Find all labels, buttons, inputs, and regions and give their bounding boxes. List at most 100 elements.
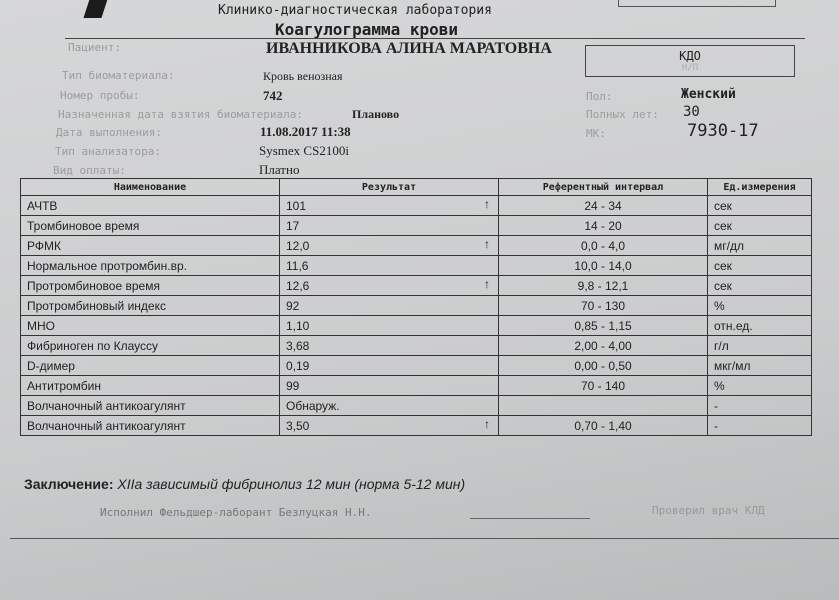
unit: мкг/мл — [707, 355, 812, 376]
test-result: 3,68 — [279, 335, 499, 356]
mk-value: 7930-17 — [687, 121, 759, 141]
test-result: 12,6 ↑ — [279, 275, 499, 296]
test-name: Протромбиновый индекс — [20, 295, 280, 316]
done-label: Дата выполнения: — [56, 126, 162, 139]
up-arrow-icon: ↑ — [484, 277, 490, 291]
col-result: Результат — [279, 178, 499, 196]
table-row: Волчаночный антикоагулянт 3,50 ↑ 0,70 - 1… — [20, 415, 812, 436]
test-result: 101 ↑ — [279, 195, 499, 216]
reference-range: 10,0 - 14,0 — [498, 255, 708, 276]
logo-mark — [83, 0, 111, 18]
sample-label: Номер пробы: — [60, 89, 140, 102]
unit: % — [707, 295, 812, 316]
test-name: РФМК — [20, 235, 280, 256]
unit: - — [707, 415, 812, 436]
reference-range: 0,85 - 1,15 — [498, 315, 708, 336]
age-value: 30 — [683, 104, 700, 120]
unit: мг/дл — [707, 235, 812, 256]
unit: сек — [707, 255, 812, 276]
test-result: 11,6 — [279, 255, 499, 276]
unit: % — [707, 375, 812, 396]
table-row: Протромбиновое время 12,6 ↑ 9,8 - 12,1 се… — [20, 275, 812, 296]
unit: - — [707, 395, 812, 416]
analyzer-value: Sysmex CS2100i — [259, 143, 349, 158]
kdo-title: КДО — [679, 49, 701, 63]
test-name: Волчаночный антикоагулянт — [20, 415, 280, 436]
col-name: Наименование — [20, 178, 280, 196]
test-name: Фибриноген по Клауссу — [20, 335, 280, 356]
checked-by: Проверил врач КЛД — [652, 504, 765, 517]
test-result: 1,10 — [279, 315, 499, 336]
table-row: АЧТВ 101 ↑ 24 - 34 сек — [20, 195, 812, 216]
kdo-sub: Н/П — [681, 63, 699, 73]
table-row: Протромбиновый индекс 92 70 - 130 % — [20, 295, 812, 316]
test-name: Протромбиновое время — [20, 275, 280, 296]
reference-range: 70 - 140 — [498, 375, 708, 396]
conclusion: Заключение: XIIa зависимый фибринолиз 12… — [24, 476, 465, 492]
test-result: 99 — [279, 375, 499, 396]
patient-name: ИВАННИКОВА АЛИНА МАРАТОВНА — [266, 40, 552, 57]
test-name: Волчаночный антикоагулянт — [20, 395, 280, 416]
table-row: Тромбиновое время 17 14 - 20 сек — [20, 215, 812, 236]
test-result: 12,0 ↑ — [279, 235, 499, 256]
unit: сек — [707, 215, 812, 236]
result-value: 3,50 — [286, 418, 310, 433]
col-unit: Ед.измерения — [707, 178, 812, 196]
conclusion-text: XIIa зависимый фибринолиз 12 мин (норма … — [117, 476, 466, 492]
table-row: МНО 1,10 0,85 - 1,15 отн.ед. — [20, 315, 812, 336]
signature-line — [470, 518, 590, 519]
table-row: РФМК 12,0 ↑ 0,0 - 4,0 мг/дл — [20, 235, 812, 256]
reference-range: 9,8 - 12,1 — [498, 275, 708, 296]
done-value: 11.08.2017 11:38 — [260, 124, 351, 139]
divider — [65, 38, 805, 39]
table-row: Антитромбин 99 70 - 140 % — [20, 375, 812, 396]
test-name: АЧТВ — [20, 195, 280, 216]
page-title: Коагулограмма крови — [275, 20, 459, 39]
sex-value: Женский — [681, 87, 736, 102]
result-value: 17 — [286, 218, 300, 233]
result-value: 99 — [286, 378, 300, 393]
unit: сек — [707, 275, 812, 296]
date-label: Назначенная дата взятия биоматериала: — [58, 108, 304, 121]
col-reference: Референтный интервал — [498, 178, 708, 196]
table-row: Нормальное протромбин.вр. 11,6 10,0 - 14… — [20, 255, 812, 276]
unit: сек — [707, 195, 812, 216]
sample-value: 742 — [263, 88, 283, 103]
test-name: D-димер — [20, 355, 280, 376]
test-result: Обнаруж. — [279, 395, 499, 416]
lab-name: Клинико-диагностическая лаборатория — [218, 3, 492, 18]
reference-range: 0,70 - 1,40 — [498, 415, 708, 436]
test-name: Тромбиновое время — [20, 215, 280, 236]
patient-label: Пациент: — [68, 41, 121, 54]
unit: отн.ед. — [707, 315, 812, 336]
bottom-divider — [10, 538, 839, 539]
test-result: 3,50 ↑ — [279, 415, 499, 436]
up-arrow-icon: ↑ — [484, 417, 490, 431]
up-arrow-icon: ↑ — [484, 237, 490, 251]
test-result: 17 — [279, 215, 499, 236]
result-value: 92 — [286, 298, 300, 313]
test-name: МНО — [20, 315, 280, 336]
reference-range: 2,00 - 4,00 — [498, 335, 708, 356]
reference-range — [498, 395, 708, 416]
test-name: Нормальное протромбин.вр. — [20, 255, 280, 276]
result-value: 101 — [286, 198, 307, 213]
up-arrow-icon: ↑ — [484, 197, 490, 211]
result-value: 11,6 — [286, 258, 309, 273]
reference-range: 24 - 34 — [498, 195, 708, 216]
result-value: 0,19 — [286, 358, 310, 373]
result-value: Обнаруж. — [286, 398, 340, 413]
mk-label: МК: — [586, 127, 606, 140]
table-row: Волчаночный антикоагулянт Обнаруж. - — [20, 395, 812, 416]
result-value: 12,0 — [286, 238, 310, 253]
analyzer-label: Тип анализатора: — [55, 145, 161, 158]
test-result: 92 — [279, 295, 499, 316]
reference-range: 0,00 - 0,50 — [498, 355, 708, 376]
test-name: Антитромбин — [20, 375, 280, 396]
age-label: Полных лет: — [586, 108, 659, 121]
sex-label: Пол: — [586, 90, 613, 103]
top-box — [618, 0, 776, 7]
kdo-box: КДО Н/П — [585, 45, 795, 77]
performed-by: Исполнил Фельдшер-лаборант Безлуцкая Н.Н… — [100, 506, 372, 519]
